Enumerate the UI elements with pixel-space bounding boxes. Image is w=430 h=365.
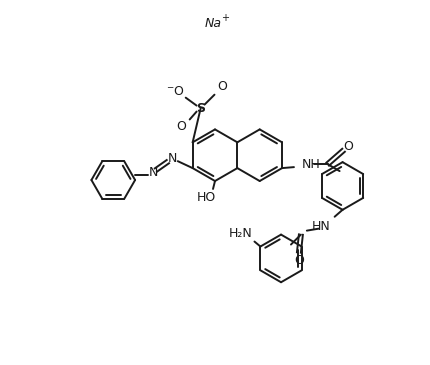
Text: O: O [343, 140, 353, 153]
Text: S: S [196, 102, 205, 115]
Text: O: O [175, 120, 185, 133]
Text: N: N [148, 166, 157, 178]
Text: O: O [293, 254, 303, 267]
Text: H₂N: H₂N [228, 227, 252, 240]
Text: HN: HN [310, 220, 329, 233]
Text: O: O [217, 80, 227, 93]
Text: Na: Na [204, 17, 221, 30]
Text: $^{-}$O: $^{-}$O [166, 85, 185, 98]
Text: N: N [168, 152, 177, 165]
Text: NH: NH [301, 158, 320, 171]
Text: +: + [221, 13, 228, 23]
Text: HO: HO [196, 191, 215, 204]
